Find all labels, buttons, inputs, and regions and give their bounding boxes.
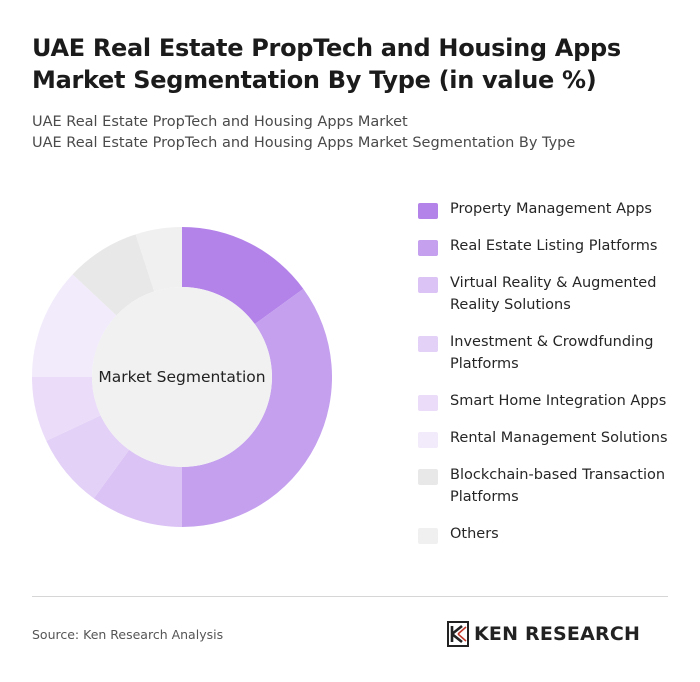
legend-item: Smart Home Integration Apps: [418, 390, 680, 412]
legend-swatch: [418, 469, 438, 485]
legend-label: Property Management Apps: [450, 201, 652, 217]
legend-item: Rental Management Solutions: [418, 427, 680, 449]
legend-label: Real Estate Listing Platforms: [450, 238, 658, 254]
footer-divider: [32, 596, 668, 597]
chart-legend: Property Management Apps Real Estate List…: [418, 198, 680, 560]
page-title: UAE Real Estate PropTech and Housing App…: [32, 34, 621, 94]
donut-slice-2: [182, 288, 332, 527]
legend-swatch: [418, 528, 438, 544]
legend-item: Real Estate Listing Platforms: [418, 235, 680, 257]
legend-swatch: [418, 395, 438, 411]
legend-item: Blockchain-based Transaction Platforms: [418, 464, 680, 508]
donut-slice-4: [46, 415, 130, 499]
legend-swatch: [418, 203, 438, 219]
legend-item: Virtual Reality & Augmented Reality Solu…: [418, 272, 680, 316]
chart-subtitle-market: UAE Real Estate PropTech and Housing App…: [32, 114, 408, 130]
legend-label: Blockchain-based Transaction Platforms: [450, 467, 666, 505]
chart-subtitle-segmentation: UAE Real Estate PropTech and Housing App…: [32, 135, 576, 151]
legend-item: Property Management Apps: [418, 198, 680, 220]
donut-slice-1: [182, 227, 304, 325]
source-note: Source: Ken Research Analysis: [32, 627, 224, 642]
donut-slice-6: [32, 274, 117, 377]
legend-swatch: [418, 432, 438, 448]
donut-slice-7: [72, 234, 155, 316]
donut-slice-3: [93, 449, 182, 527]
donut-center-label: Market Segmentation: [98, 368, 266, 386]
donut-chart-svg: [32, 227, 332, 527]
legend-swatch: [418, 240, 438, 256]
ken-research-logo-text: KEN RESEARCH: [474, 623, 641, 645]
donut-slice-8: [135, 227, 182, 292]
donut-chart: Market Segmentation: [32, 227, 332, 527]
legend-label: Investment & Crowdfunding Platforms: [450, 334, 654, 372]
ken-research-logo-mark-icon: [447, 621, 469, 647]
legend-item: Others: [418, 523, 680, 545]
legend-swatch: [418, 277, 438, 293]
donut-slice-5: [32, 377, 101, 441]
legend-label: Virtual Reality & Augmented Reality Solu…: [450, 275, 657, 313]
legend-swatch: [418, 336, 438, 352]
legend-label: Rental Management Solutions: [450, 430, 668, 446]
legend-label: Others: [450, 526, 499, 542]
legend-item: Investment & Crowdfunding Platforms: [418, 331, 680, 375]
legend-label: Smart Home Integration Apps: [450, 393, 667, 409]
ken-research-logo: KEN RESEARCH: [446, 620, 640, 648]
donut-center-hole: [92, 287, 272, 467]
